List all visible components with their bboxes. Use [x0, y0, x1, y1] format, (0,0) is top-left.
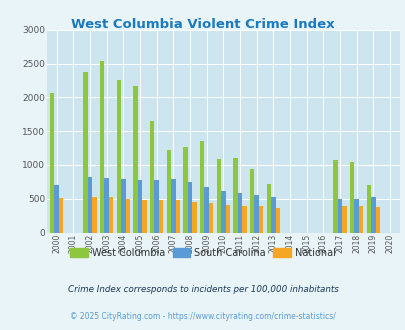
Bar: [358, 206, 362, 233]
Bar: [109, 197, 113, 233]
Text: © 2025 CityRating.com - https://www.cityrating.com/crime-statistics/: © 2025 CityRating.com - https://www.city…: [70, 313, 335, 321]
Bar: [125, 199, 130, 233]
Bar: [133, 86, 137, 233]
Text: Crime Index corresponds to incidents per 100,000 inhabitants: Crime Index corresponds to incidents per…: [68, 285, 337, 294]
Text: West Columbia Violent Crime Index: West Columbia Violent Crime Index: [71, 18, 334, 31]
Bar: [192, 202, 196, 233]
Bar: [142, 200, 146, 233]
Bar: [237, 193, 242, 233]
Bar: [121, 179, 125, 233]
Bar: [166, 150, 171, 233]
Bar: [158, 200, 163, 233]
Bar: [216, 159, 220, 233]
Bar: [354, 199, 358, 233]
Bar: [83, 72, 87, 233]
Bar: [242, 206, 246, 233]
Bar: [175, 200, 180, 233]
Bar: [149, 121, 154, 233]
Bar: [220, 191, 225, 233]
Bar: [87, 177, 92, 233]
Bar: [50, 93, 54, 233]
Bar: [249, 169, 254, 233]
Bar: [337, 199, 341, 233]
Bar: [171, 179, 175, 233]
Bar: [204, 187, 209, 233]
Bar: [271, 197, 275, 233]
Bar: [59, 198, 63, 233]
Bar: [266, 184, 271, 233]
Legend: West Columbia, South Carolina, National: West Columbia, South Carolina, National: [67, 245, 338, 261]
Bar: [187, 182, 192, 233]
Bar: [375, 207, 379, 233]
Bar: [137, 180, 142, 233]
Bar: [199, 141, 204, 233]
Bar: [92, 197, 96, 233]
Bar: [341, 206, 346, 233]
Bar: [104, 178, 109, 233]
Bar: [333, 160, 337, 233]
Bar: [366, 184, 370, 233]
Bar: [54, 184, 59, 233]
Bar: [254, 195, 258, 233]
Bar: [209, 203, 213, 233]
Bar: [232, 158, 237, 233]
Bar: [154, 180, 158, 233]
Bar: [100, 61, 104, 233]
Bar: [258, 206, 263, 233]
Bar: [349, 162, 354, 233]
Bar: [183, 148, 187, 233]
Bar: [116, 80, 121, 233]
Bar: [370, 197, 375, 233]
Bar: [275, 208, 279, 233]
Bar: [225, 205, 230, 233]
